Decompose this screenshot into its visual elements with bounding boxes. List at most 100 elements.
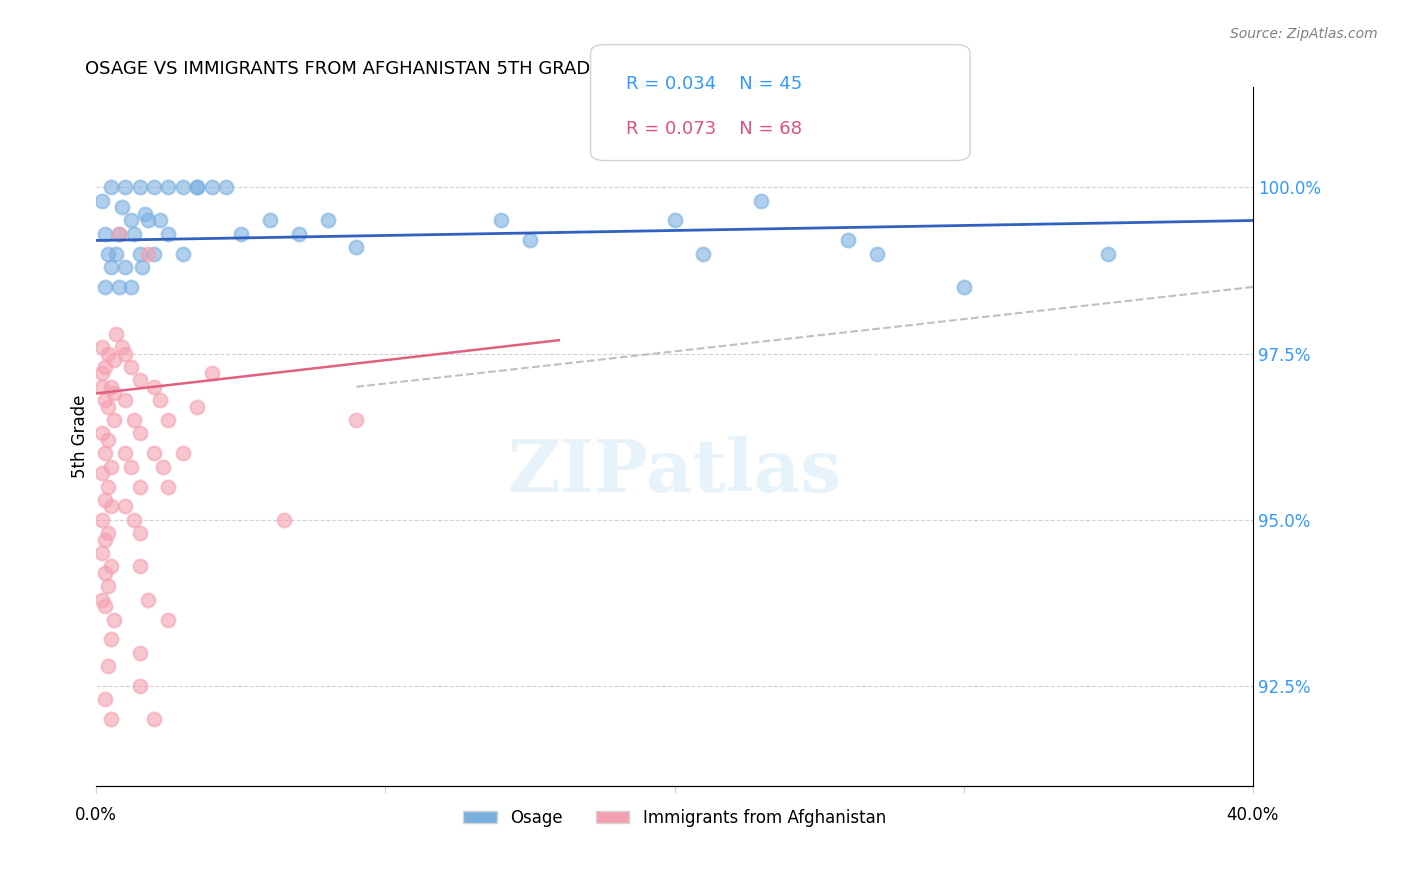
Point: [94, 280, 117, 294]
Point: [749, 194, 772, 208]
Point: [128, 526, 150, 541]
Point: [259, 213, 281, 227]
Point: [108, 280, 131, 294]
Point: [103, 613, 125, 627]
Point: [94, 566, 117, 580]
Point: [94, 446, 117, 460]
Point: [346, 240, 368, 254]
Point: [186, 400, 208, 414]
Point: [94, 392, 117, 407]
Point: [172, 446, 194, 460]
Point: [94, 599, 117, 614]
Point: [952, 280, 974, 294]
Point: [157, 413, 180, 427]
Point: [120, 359, 142, 374]
Point: [114, 446, 136, 460]
Point: [105, 246, 128, 260]
Point: [157, 227, 180, 241]
Point: [128, 373, 150, 387]
Point: [97, 433, 120, 447]
Text: ZIPatlas: ZIPatlas: [508, 436, 842, 507]
Point: [122, 227, 145, 241]
Point: [489, 213, 512, 227]
Text: 0.0%: 0.0%: [76, 805, 117, 823]
Point: [97, 346, 120, 360]
Point: [114, 500, 136, 514]
Point: [91, 380, 114, 394]
Point: [143, 246, 166, 260]
Point: [131, 260, 153, 274]
Point: [128, 559, 150, 574]
Point: [143, 446, 166, 460]
Point: [114, 392, 136, 407]
Point: [273, 513, 295, 527]
Point: [114, 260, 136, 274]
Point: [91, 367, 114, 381]
Point: [172, 180, 194, 194]
Point: [91, 340, 114, 354]
Point: [91, 467, 114, 481]
Point: [149, 213, 172, 227]
Point: [143, 380, 166, 394]
Point: [122, 513, 145, 527]
Point: [128, 646, 150, 660]
Point: [111, 200, 134, 214]
Point: [316, 213, 339, 227]
Point: [103, 386, 125, 401]
Point: [519, 234, 541, 248]
Point: [97, 400, 120, 414]
Y-axis label: 5th Grade: 5th Grade: [72, 395, 89, 478]
Point: [136, 592, 159, 607]
Point: [157, 613, 180, 627]
Point: [105, 326, 128, 341]
Point: [664, 213, 686, 227]
Point: [134, 207, 156, 221]
Text: R = 0.034    N = 45: R = 0.034 N = 45: [626, 75, 801, 93]
Point: [100, 559, 122, 574]
Point: [100, 459, 122, 474]
Text: OSAGE VS IMMIGRANTS FROM AFGHANISTAN 5TH GRADE CORRELATION CHART: OSAGE VS IMMIGRANTS FROM AFGHANISTAN 5TH…: [84, 60, 801, 78]
Point: [172, 246, 194, 260]
Point: [94, 533, 117, 547]
Point: [1097, 246, 1119, 260]
Point: [94, 692, 117, 706]
Point: [120, 213, 142, 227]
Point: [103, 413, 125, 427]
Point: [91, 546, 114, 560]
Point: [128, 479, 150, 493]
Point: [97, 526, 120, 541]
Text: R = 0.073    N = 68: R = 0.073 N = 68: [626, 120, 801, 138]
Point: [120, 459, 142, 474]
Point: [128, 246, 150, 260]
Point: [97, 479, 120, 493]
Point: [157, 479, 180, 493]
Point: [97, 659, 120, 673]
Point: [692, 246, 714, 260]
Point: [186, 180, 208, 194]
Text: Source: ZipAtlas.com: Source: ZipAtlas.com: [1230, 27, 1378, 41]
Point: [229, 227, 252, 241]
Point: [143, 180, 166, 194]
Point: [866, 246, 889, 260]
Point: [100, 260, 122, 274]
Point: [91, 194, 114, 208]
Point: [100, 500, 122, 514]
Point: [103, 353, 125, 368]
Point: [128, 426, 150, 441]
Point: [97, 246, 120, 260]
Point: [837, 234, 859, 248]
Point: [94, 359, 117, 374]
Point: [100, 180, 122, 194]
Point: [94, 492, 117, 507]
Point: [108, 227, 131, 241]
Point: [128, 180, 150, 194]
Point: [108, 227, 131, 241]
Point: [157, 180, 180, 194]
Point: [287, 227, 309, 241]
Point: [201, 180, 224, 194]
Point: [201, 367, 224, 381]
Point: [346, 413, 368, 427]
Point: [100, 712, 122, 726]
Point: [91, 513, 114, 527]
Point: [114, 346, 136, 360]
